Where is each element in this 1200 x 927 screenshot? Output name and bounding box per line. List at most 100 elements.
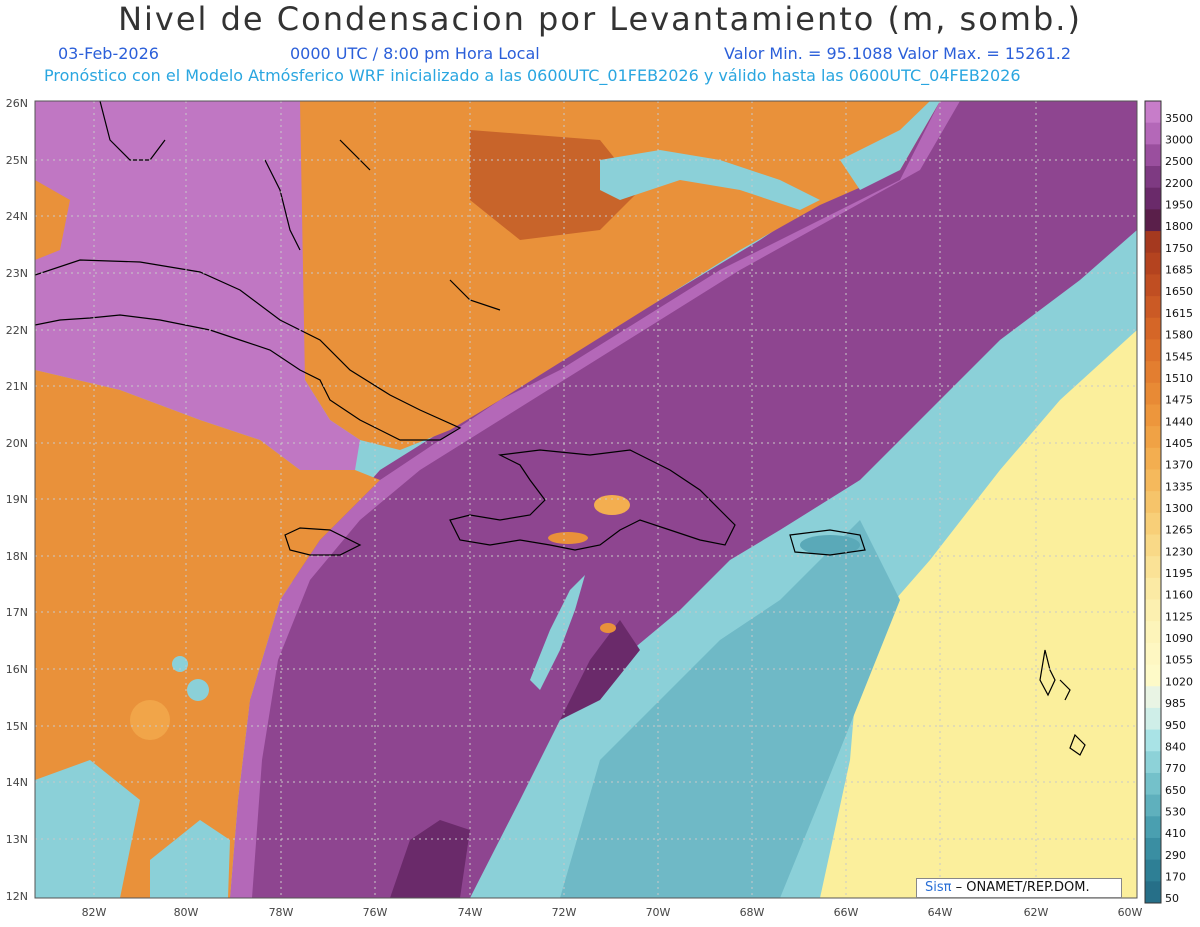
- colorbar-swatch: [1145, 187, 1161, 210]
- colorbar-label: 840: [1165, 740, 1186, 753]
- colorbar-swatch: [1145, 317, 1161, 340]
- colorbar-label: 1475: [1165, 394, 1193, 407]
- colorbar-label: 290: [1165, 849, 1186, 862]
- map-field: [35, 101, 1137, 898]
- longitude-labels: 82W 80W 78W 76W 74W 72W 70W 68W 66W 64W …: [82, 906, 1143, 919]
- colorbar-label: 770: [1165, 762, 1186, 775]
- colorbar-swatch: [1145, 707, 1161, 731]
- colorbar-frame: [1144, 100, 1162, 904]
- colorbar-label: 1020: [1165, 675, 1193, 688]
- lon-label: 74W: [458, 906, 483, 919]
- value-range: Valor Min. = 95.1088 Valor Max. = 15261.…: [724, 44, 1072, 63]
- colorbar-label: 3500: [1165, 112, 1193, 125]
- credit-text: – ONAMET/REP.DOM.: [955, 880, 1090, 895]
- coastlines: [35, 101, 1086, 756]
- colorbar-label: 1300: [1165, 502, 1193, 515]
- colorbar-label: 1160: [1165, 589, 1193, 602]
- colorbar-swatch: [1145, 447, 1161, 470]
- colorbar-swatch: [1145, 729, 1161, 752]
- colorbar-label: 1580: [1165, 329, 1193, 342]
- colorbar-swatch: [1145, 577, 1161, 601]
- colorbar-swatch: [1145, 772, 1161, 796]
- colorbar-label: 1335: [1165, 480, 1193, 493]
- colorbar-label: 530: [1165, 805, 1186, 818]
- colorbar-label: 1055: [1165, 654, 1193, 667]
- colorbar-swatch: [1145, 252, 1161, 275]
- graticule: [35, 101, 1137, 898]
- lon-label: 82W: [82, 906, 107, 919]
- valid-date: 03-Feb-2026: [58, 44, 159, 63]
- colorbar-label: 1510: [1165, 372, 1193, 385]
- colorbar-swatch: [1145, 144, 1161, 167]
- colorbar-swatch: [1145, 837, 1161, 861]
- colorbar-label: 950: [1165, 719, 1186, 732]
- colorbar-swatch: [1145, 794, 1161, 817]
- colorbar-swatch: [1145, 469, 1161, 492]
- lat-label: 13N: [6, 833, 28, 846]
- colorbar-swatch: [1145, 274, 1161, 297]
- colorbar-label: 1405: [1165, 437, 1193, 450]
- colorbar-swatch: [1145, 621, 1161, 644]
- colorbar-label: 1090: [1165, 632, 1193, 645]
- colorbar-label: 1545: [1165, 350, 1193, 363]
- lon-label: 80W: [174, 906, 199, 919]
- map-frame: [34, 100, 1138, 899]
- colorbar-swatch: [1145, 599, 1161, 622]
- colorbar-swatch: [1145, 101, 1161, 124]
- colorbar-label: 1750: [1165, 242, 1193, 255]
- colorbar-swatch: [1145, 166, 1161, 189]
- colorbar-label: 50: [1165, 892, 1179, 905]
- latitude-labels: 26N 25N 24N 23N 22N 21N 20N 19N 18N 17N …: [6, 97, 28, 903]
- colorbar-label: 1800: [1165, 220, 1193, 233]
- colorbar-label: 985: [1165, 697, 1186, 710]
- forecast-info: Pronóstico con el Modelo Atmósferico WRF…: [44, 66, 1021, 85]
- colorbar-label: 1650: [1165, 285, 1193, 298]
- colorbar-swatch: [1145, 339, 1161, 362]
- colorbar-label: 1195: [1165, 567, 1193, 580]
- lat-label: 23N: [6, 267, 28, 280]
- colorbar-swatch: [1145, 512, 1161, 536]
- credit-box: Sisπ – ONAMET/REP.DOM.: [916, 878, 1122, 898]
- colorbar-swatch: [1145, 231, 1161, 254]
- colorbar-swatch: [1145, 881, 1161, 904]
- colorbar-label: 170: [1165, 870, 1186, 883]
- colorbar-swatch: [1145, 209, 1161, 232]
- map-title: Nivel de Condensacion por Levantamiento …: [118, 0, 1082, 38]
- colorbar-label: 2200: [1165, 177, 1193, 190]
- lat-label: 22N: [6, 324, 28, 337]
- lon-label: 70W: [646, 906, 671, 919]
- colorbar-label: 650: [1165, 784, 1186, 797]
- lon-label: 68W: [740, 906, 765, 919]
- lat-label: 15N: [6, 720, 28, 733]
- colorbar-swatch: [1145, 664, 1161, 687]
- lat-label: 18N: [6, 550, 28, 563]
- lon-label: 62W: [1024, 906, 1049, 919]
- lon-label: 66W: [834, 906, 859, 919]
- colorbar-swatch: [1145, 426, 1161, 449]
- lon-label: 78W: [269, 906, 294, 919]
- lat-label: 21N: [6, 380, 28, 393]
- colorbar-label: 3000: [1165, 134, 1193, 147]
- colorbar-label: 1370: [1165, 459, 1193, 472]
- colorbar-swatch: [1145, 556, 1161, 579]
- valid-time: 0000 UTC / 8:00 pm Hora Local: [290, 44, 540, 63]
- colorbar-label: 2500: [1165, 155, 1193, 168]
- colorbar-swatch: [1145, 382, 1161, 405]
- lon-label: 72W: [552, 906, 577, 919]
- colorbar-swatch: [1145, 816, 1161, 839]
- colorbar-swatch: [1145, 534, 1161, 557]
- colorbar-swatch: [1145, 491, 1161, 514]
- colorbar-label: 1685: [1165, 264, 1193, 277]
- colorbar-swatch: [1145, 859, 1161, 882]
- colorbar-swatch: [1145, 751, 1161, 774]
- colorbar-label: 1950: [1165, 199, 1193, 212]
- colorbar-label: 1230: [1165, 545, 1193, 558]
- lat-label: 19N: [6, 493, 28, 506]
- lat-label: 17N: [6, 606, 28, 619]
- lat-label: 12N: [6, 890, 28, 903]
- lat-label: 14N: [6, 776, 28, 789]
- colorbar-label: 1615: [1165, 307, 1193, 320]
- lat-label: 26N: [6, 97, 28, 110]
- colorbar-label: 1125: [1165, 610, 1193, 623]
